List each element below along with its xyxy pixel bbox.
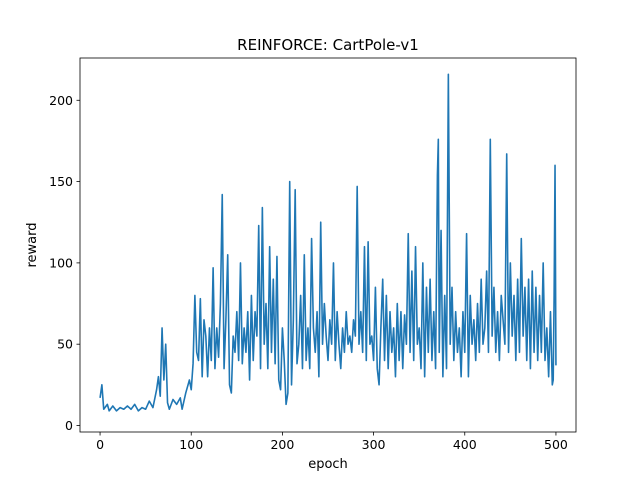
chart-title: REINFORCE: CartPole-v1 (237, 36, 419, 54)
plot-area (99, 73, 557, 412)
y-tick-label: 150 (49, 174, 73, 189)
y-axis-label: reward (25, 222, 40, 267)
x-tick-label: 400 (453, 437, 477, 452)
axes-frame (79, 57, 577, 433)
x-axis-label: epoch (308, 457, 348, 472)
axes: 0 100 200 300 400 500 0 50 100 150 200 (49, 57, 577, 452)
y-tick-label: 200 (49, 93, 73, 108)
x-tick-label: 100 (179, 437, 203, 452)
y-tick-label: 0 (65, 418, 73, 433)
y-tick-label: 50 (57, 337, 73, 352)
x-tick-label: 0 (96, 437, 104, 452)
y-tick-label: 100 (49, 255, 73, 270)
x-tick-label: 200 (270, 437, 294, 452)
x-tick-label: 500 (544, 437, 568, 452)
x-tick-label: 300 (362, 437, 386, 452)
series-line-0 (99, 73, 557, 412)
